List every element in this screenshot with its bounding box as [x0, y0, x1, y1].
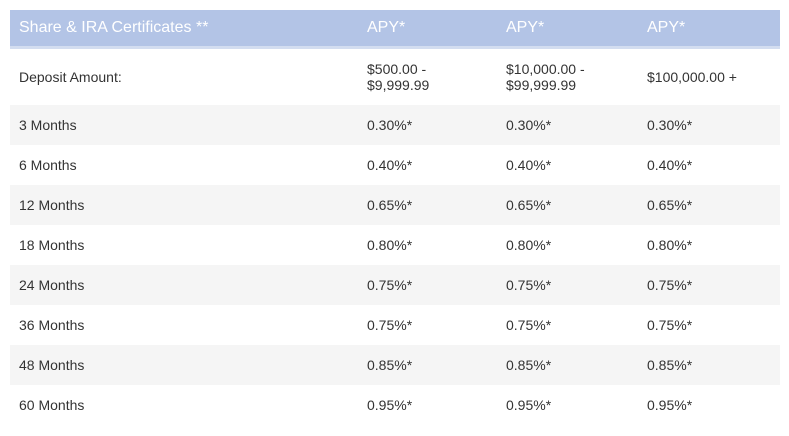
- table-row: 12 Months 0.65%* 0.65%* 0.65%*: [10, 185, 780, 225]
- deposit-tier-1-min: $500.00 -: [367, 61, 427, 77]
- table-row: 3 Months 0.30%* 0.30%* 0.30%*: [10, 105, 780, 145]
- table-row: 18 Months 0.80%* 0.80%* 0.80%*: [10, 225, 780, 265]
- header-product: Share & IRA Certificates **: [10, 10, 358, 49]
- rate-tier-3: 0.80%*: [638, 225, 780, 265]
- term-label: 24 Months: [10, 265, 358, 305]
- rate-tier-3: 0.95%*: [638, 385, 780, 425]
- deposit-tier-3: $100,000.00 +: [638, 47, 780, 105]
- rate-tier-2: 0.75%*: [497, 305, 638, 345]
- term-label: 6 Months: [10, 145, 358, 185]
- rate-tier-1: 0.40%*: [358, 145, 497, 185]
- rate-tier-1: 0.75%*: [358, 265, 497, 305]
- rate-tier-1: 0.65%*: [358, 185, 497, 225]
- header-apy-tier-3: APY*: [638, 10, 780, 49]
- table-header: Share & IRA Certificates ** APY* APY* AP…: [10, 10, 780, 49]
- rate-tier-3: 0.75%*: [638, 265, 780, 305]
- table-row: 48 Months 0.85%* 0.85%* 0.85%*: [10, 345, 780, 385]
- deposit-tier-1-max: $9,999.99: [367, 77, 430, 93]
- rate-tier-2: 0.65%*: [497, 185, 638, 225]
- header-apy-tier-2: APY*: [497, 10, 638, 49]
- rate-tier-2: 0.30%*: [497, 105, 638, 145]
- header-apy-tier-1: APY*: [358, 10, 497, 49]
- term-label: 36 Months: [10, 305, 358, 345]
- rate-tier-1: 0.75%*: [358, 305, 497, 345]
- rate-tier-2: 0.85%*: [497, 345, 638, 385]
- rate-tier-3: 0.30%*: [638, 105, 780, 145]
- term-label: 18 Months: [10, 225, 358, 265]
- term-label: 60 Months: [10, 385, 358, 425]
- certificate-rates-table: Share & IRA Certificates ** APY* APY* AP…: [10, 10, 780, 425]
- term-label: 12 Months: [10, 185, 358, 225]
- table-row: 24 Months 0.75%* 0.75%* 0.75%*: [10, 265, 780, 305]
- deposit-tier-2: $10,000.00 - $99,999.99: [497, 47, 638, 105]
- rate-tier-2: 0.75%*: [497, 265, 638, 305]
- term-label: 48 Months: [10, 345, 358, 385]
- deposit-amount-row: Deposit Amount: $500.00 - $9,999.99 $10,…: [10, 47, 780, 105]
- table-row: 60 Months 0.95%* 0.95%* 0.95%*: [10, 385, 780, 425]
- header-row: Share & IRA Certificates ** APY* APY* AP…: [10, 10, 780, 49]
- rate-tier-1: 0.80%*: [358, 225, 497, 265]
- rate-tier-2: 0.80%*: [497, 225, 638, 265]
- deposit-tier-2-min: $10,000.00 -: [506, 61, 585, 77]
- table-row: 6 Months 0.40%* 0.40%* 0.40%*: [10, 145, 780, 185]
- deposit-amount-label: Deposit Amount:: [10, 47, 358, 105]
- rate-tier-3: 0.85%*: [638, 345, 780, 385]
- rate-tier-1: 0.30%*: [358, 105, 497, 145]
- rate-tier-2: 0.40%*: [497, 145, 638, 185]
- deposit-tier-1: $500.00 - $9,999.99: [358, 47, 497, 105]
- rate-tier-3: 0.40%*: [638, 145, 780, 185]
- term-label: 3 Months: [10, 105, 358, 145]
- deposit-tier-2-max: $99,999.99: [506, 77, 577, 93]
- table-body: Deposit Amount: $500.00 - $9,999.99 $10,…: [10, 47, 780, 425]
- rate-tier-1: 0.95%*: [358, 385, 497, 425]
- table-row: 36 Months 0.75%* 0.75%* 0.75%*: [10, 305, 780, 345]
- rate-tier-3: 0.75%*: [638, 305, 780, 345]
- rate-tier-1: 0.85%*: [358, 345, 497, 385]
- rate-tier-2: 0.95%*: [497, 385, 638, 425]
- rate-tier-3: 0.65%*: [638, 185, 780, 225]
- certificate-rates-table-container: Share & IRA Certificates ** APY* APY* AP…: [10, 10, 780, 425]
